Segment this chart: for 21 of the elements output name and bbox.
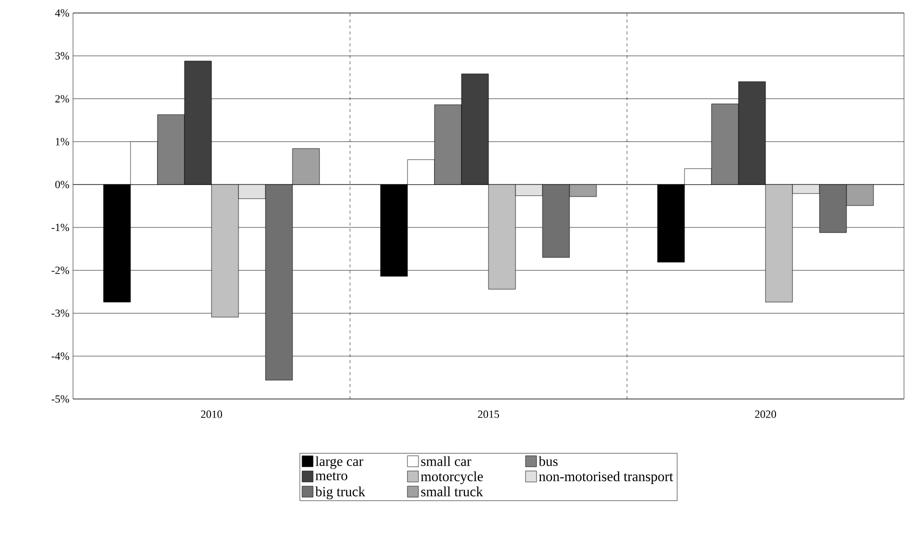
y-tick-label: -2%: [52, 266, 70, 274]
legend-label: large car: [316, 456, 364, 469]
y-tick-label: -5%: [52, 395, 70, 403]
y-tick-label: 4%: [55, 9, 70, 17]
y-tick-label: -4%: [52, 352, 70, 360]
y-tick-label: 2%: [55, 95, 70, 102]
y-tick-label: 1%: [56, 138, 70, 146]
y-tick-label: -3%: [52, 310, 70, 317]
y-tick-label: 0%: [55, 180, 70, 188]
y-tick-label: -1%: [52, 224, 70, 232]
x-tick-label: 2015: [478, 410, 500, 418]
legend-label: motorcycle: [420, 471, 483, 484]
legend-label: bus: [538, 456, 558, 466]
x-tick-label: 2010: [201, 410, 222, 418]
y-tick-label: 3%: [55, 52, 70, 60]
legend-label: metro: [316, 472, 348, 480]
legend-label: non-motorised transport: [539, 471, 674, 484]
legend-label: small car: [421, 456, 472, 466]
legend-label: big truck: [315, 486, 366, 500]
x-tick-label: 2020: [755, 410, 776, 418]
legend-label: small truck: [421, 486, 483, 496]
